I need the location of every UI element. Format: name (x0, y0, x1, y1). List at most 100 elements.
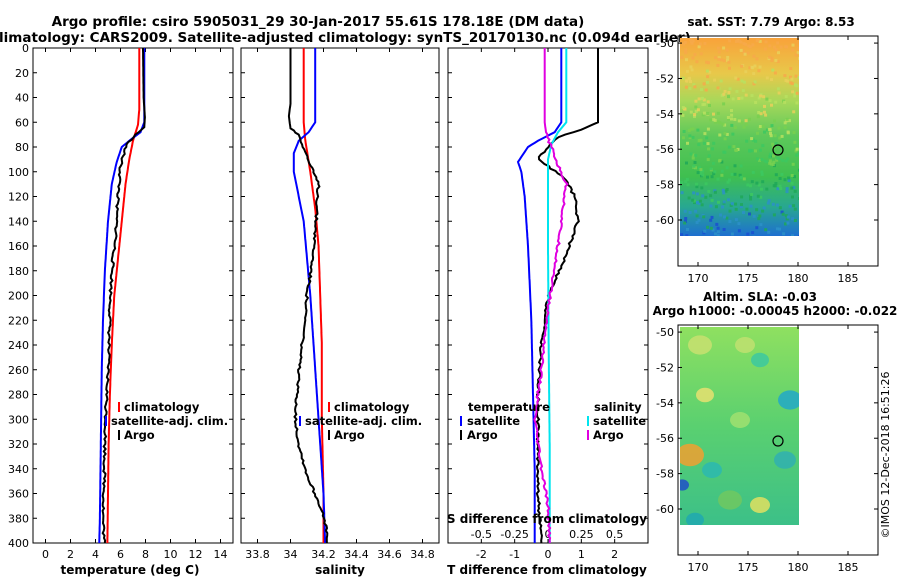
sst-pixel (686, 228, 689, 231)
depth-tick-label: 280 (8, 389, 29, 402)
sst-pixel (751, 138, 755, 142)
sst-pixel (718, 158, 722, 162)
salinity-legend: climatology satellite-adj. clim. Argo (299, 400, 422, 442)
sst-pixel (740, 121, 744, 125)
x-tick-label: 12 (189, 548, 203, 561)
x-tick-label: 0 (545, 548, 552, 561)
temperature-plot: 0 2 4 6 8 10 12 14 (33, 47, 233, 561)
depth-tick-label: 300 (8, 413, 29, 426)
sst-pixel (689, 152, 693, 156)
series-salinity-argo (533, 48, 569, 544)
sst-pixel (757, 126, 761, 130)
sst-pixel (722, 191, 726, 195)
sst-pixel (751, 43, 755, 47)
sst-pixel (713, 78, 717, 82)
sst-pixel (776, 87, 780, 91)
sst-pixel (722, 102, 726, 106)
sst-pixel (743, 52, 747, 56)
sst-pixel (778, 136, 782, 140)
sst-pixel (722, 200, 726, 204)
sst-pixel (684, 51, 688, 55)
sst-pixel (793, 94, 797, 98)
sst-pixel (785, 117, 789, 121)
sst-pixel (770, 124, 774, 128)
sst-pixel (697, 218, 701, 222)
sst-pixel (774, 142, 778, 146)
map-x-tick-label: 180 (788, 561, 809, 574)
map-y-tick-label: -60 (656, 214, 674, 227)
sst-pixel (704, 88, 708, 92)
sst-pixel (771, 163, 775, 167)
map-y-tick-label: -54 (656, 108, 674, 121)
sst-pixel (693, 113, 697, 116)
sst-pixel (771, 68, 775, 72)
sdiff-tick-label: 0.25 (569, 528, 594, 541)
sst-pixel (701, 194, 705, 198)
sla-blob (718, 490, 742, 510)
sst-pixel (702, 111, 706, 115)
sst-pixel (702, 141, 706, 145)
legend-climatology: climatology (334, 400, 410, 414)
series-climatology (302, 48, 325, 543)
sst-pixel (798, 197, 799, 200)
sla-title-line2: Argo h1000: -0.00045 h2000: -0.022 (653, 304, 898, 318)
sst-pixel (717, 57, 721, 61)
sst-pixel (709, 218, 713, 222)
sst-pixel (689, 38, 693, 42)
sst-pixel (761, 144, 765, 148)
sst-pixel (729, 203, 733, 207)
sst-pixel (722, 228, 726, 231)
sst-pixel (793, 175, 796, 179)
sst-pixel (692, 199, 696, 203)
sst-pixel (792, 131, 796, 134)
sst-pixel (693, 201, 696, 205)
sst-pixel (705, 136, 709, 140)
sla-map: Altim. SLA: -0.03 Argo h1000: -0.00045 h… (653, 290, 898, 574)
sst-pixel (758, 148, 762, 152)
sst-pixel (706, 158, 710, 162)
sst-pixel (709, 194, 713, 198)
sst-pixel (790, 77, 794, 81)
legend-argo: Argo (334, 428, 365, 442)
sst-pixel (681, 113, 685, 117)
series-argo (101, 48, 146, 544)
sst-pixel (723, 123, 727, 127)
sst-pixel (699, 138, 703, 142)
sst-pixel (785, 217, 789, 221)
sst-pixel (723, 89, 727, 93)
sst-pixel (764, 40, 768, 44)
sst-pixel (721, 122, 725, 126)
difference-plot: -2 -1 0 1 2-0.5 -0.25 0 0.25 0.5 (448, 47, 648, 561)
sst-pixel (704, 195, 708, 199)
sst-pixel (783, 74, 787, 78)
sst-pixel (720, 58, 724, 62)
sst-pixel (778, 177, 782, 180)
sst-pixel (706, 80, 709, 84)
sst-pixel (688, 136, 692, 140)
sla-blob (735, 337, 755, 353)
sst-pixel (681, 106, 685, 109)
legend-sal-satellite: satellite (593, 414, 646, 428)
tdiff-xlabel: T difference from climatology (447, 563, 647, 577)
sst-pixel (759, 195, 763, 199)
depth-tick-label: 100 (8, 166, 29, 179)
sst-pixel (759, 112, 763, 116)
salinity-xlabel: salinity (315, 563, 365, 577)
sst-pixel (795, 147, 799, 151)
sst-pixel (730, 109, 733, 112)
depth-tick-label: 160 (8, 240, 29, 253)
depth-tick-label: 380 (8, 512, 29, 525)
sst-pixel (716, 120, 720, 124)
sla-blob (730, 412, 750, 428)
sst-pixel (685, 161, 688, 165)
map-x-tick-label: 175 (738, 561, 759, 574)
sst-pixel (792, 186, 796, 190)
sst-pixel (740, 96, 744, 100)
sst-pixel (707, 189, 711, 193)
sst-pixel (684, 180, 688, 184)
map-x-tick-label: 185 (838, 272, 859, 285)
sst-pixel (726, 116, 730, 119)
sst-pixel (763, 130, 766, 134)
sst-pixel (694, 153, 698, 157)
sst-pixel (789, 81, 793, 85)
